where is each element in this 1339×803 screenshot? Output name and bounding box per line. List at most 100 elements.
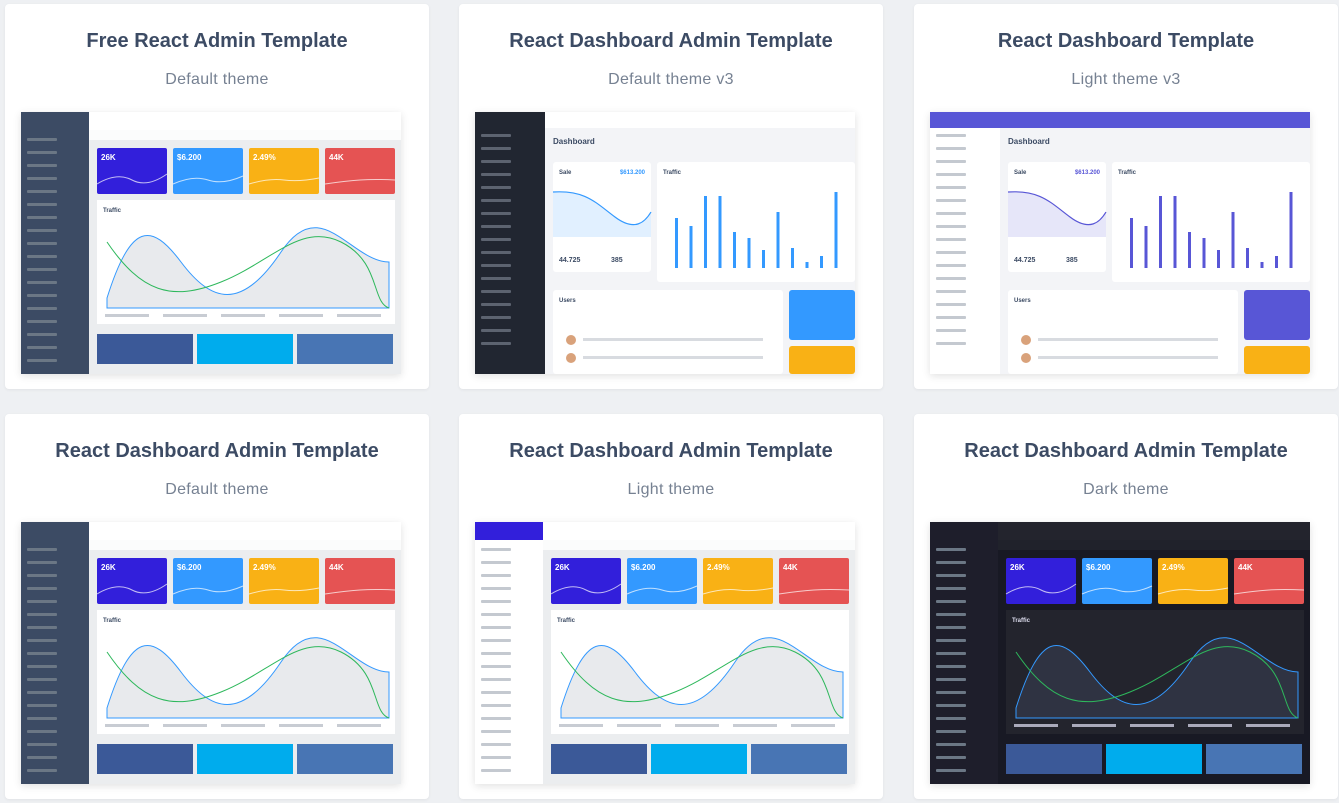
social-button xyxy=(1206,744,1302,774)
traffic-bar xyxy=(1275,256,1278,268)
menu-item xyxy=(936,704,966,707)
menu-item xyxy=(481,639,511,642)
menu-item xyxy=(481,173,511,176)
menu-item xyxy=(27,613,57,616)
menu-item xyxy=(936,160,966,163)
chart-footer-item xyxy=(279,724,323,727)
social-button xyxy=(1106,744,1202,774)
user-avatar xyxy=(1021,335,1031,345)
sale-stat: 44.725 xyxy=(1014,257,1036,264)
sidebar xyxy=(930,112,1000,374)
menu-item xyxy=(481,730,511,733)
stat-card xyxy=(1244,290,1310,340)
traffic-bar xyxy=(776,212,780,268)
chart-title: Traffic xyxy=(557,618,576,624)
social-button xyxy=(197,744,293,774)
traffic-bar xyxy=(1231,212,1235,268)
traffic-bar xyxy=(1289,192,1293,268)
template-preview: Dashboard Sale $613.200 44.725 385 Traffic Use… xyxy=(475,112,855,374)
chart-area xyxy=(1015,637,1299,719)
chart-footer-item xyxy=(791,724,835,727)
users-panel xyxy=(1008,290,1238,374)
menu-item xyxy=(27,242,57,245)
chart-footer-item xyxy=(221,314,265,317)
stat-value: 26K xyxy=(101,153,116,162)
menu-item xyxy=(481,238,511,241)
menu-item xyxy=(481,212,511,215)
breadcrumb xyxy=(89,540,401,550)
menu-item xyxy=(481,316,511,319)
menu-item xyxy=(481,329,511,332)
social-button xyxy=(651,744,747,774)
menu-item xyxy=(936,316,966,319)
menu-item xyxy=(481,160,511,163)
header xyxy=(930,112,1310,128)
stat-sparkline xyxy=(626,585,698,595)
template-card[interactable]: Free React Admin Template Default theme 26… xyxy=(5,4,429,389)
card-subtitle: Light theme xyxy=(627,481,715,498)
menu-item xyxy=(481,600,511,603)
header xyxy=(545,112,855,128)
social-button xyxy=(551,744,647,774)
card-title: React Dashboard Admin Template xyxy=(509,440,833,462)
menu-item xyxy=(27,320,57,323)
card-title: React Dashboard Admin Template xyxy=(509,30,833,52)
chart-footer-item xyxy=(279,314,323,317)
chart-footer-item xyxy=(617,724,661,727)
traffic-bar xyxy=(762,250,765,268)
menu-item xyxy=(936,769,966,772)
menu-item xyxy=(481,769,511,772)
menu-item xyxy=(481,548,511,551)
page-heading: Dashboard xyxy=(1008,137,1050,146)
chart-area xyxy=(560,637,844,719)
template-preview: 26K $6.200 2.49% 44K Traffic xyxy=(930,522,1310,784)
stat-sparkline xyxy=(324,179,396,185)
sale-area xyxy=(553,191,651,237)
breadcrumb xyxy=(998,540,1310,550)
template-card[interactable]: React Dashboard Template Light theme v3 Da… xyxy=(914,4,1338,389)
users-label: Users xyxy=(559,298,576,304)
user-avatar xyxy=(566,353,576,363)
stat-sparkline xyxy=(702,587,774,595)
chart-footer-item xyxy=(733,724,777,727)
menu-item xyxy=(936,290,966,293)
header xyxy=(89,522,401,540)
menu-item xyxy=(936,147,966,150)
menu-item xyxy=(936,548,966,551)
template-card[interactable]: React Dashboard Admin Template Default th… xyxy=(459,4,883,389)
template-card[interactable]: React Dashboard Admin Template Default th… xyxy=(5,414,429,799)
social-button xyxy=(297,334,393,364)
menu-item xyxy=(936,717,966,720)
chart-footer-item xyxy=(559,724,603,727)
menu-item xyxy=(481,587,511,590)
traffic-bar xyxy=(1246,248,1249,268)
menu-item xyxy=(27,177,57,180)
stat-sparkline xyxy=(1081,585,1153,595)
menu-item xyxy=(481,303,511,306)
template-card[interactable]: React Dashboard Admin Template Light them… xyxy=(459,414,883,799)
stat-value: 2.49% xyxy=(253,153,276,162)
stat-sparkline xyxy=(550,583,622,595)
menu-item xyxy=(936,238,966,241)
template-preview: Dashboard Sale $613.200 44.725 385 Traffic Use… xyxy=(930,112,1310,374)
menu-item xyxy=(936,212,966,215)
template-card[interactable]: React Dashboard Admin Template Dark theme… xyxy=(914,414,1338,799)
stat-sparkline xyxy=(1157,587,1229,595)
menu-item xyxy=(481,743,511,746)
chart-footer-item xyxy=(163,314,207,317)
menu-item xyxy=(936,587,966,590)
menu-item xyxy=(481,665,511,668)
chart-footer-item xyxy=(221,724,265,727)
card-title: React Dashboard Admin Template xyxy=(55,440,379,462)
chart-footer-item xyxy=(163,724,207,727)
menu-item xyxy=(936,626,966,629)
stat-card xyxy=(789,290,855,340)
stat-sparkline xyxy=(172,585,244,595)
menu-item xyxy=(27,639,57,642)
menu-item xyxy=(936,134,966,137)
traffic-label: Traffic xyxy=(663,170,682,176)
social-button xyxy=(97,744,193,774)
menu-item xyxy=(27,665,57,668)
menu-item xyxy=(27,678,57,681)
